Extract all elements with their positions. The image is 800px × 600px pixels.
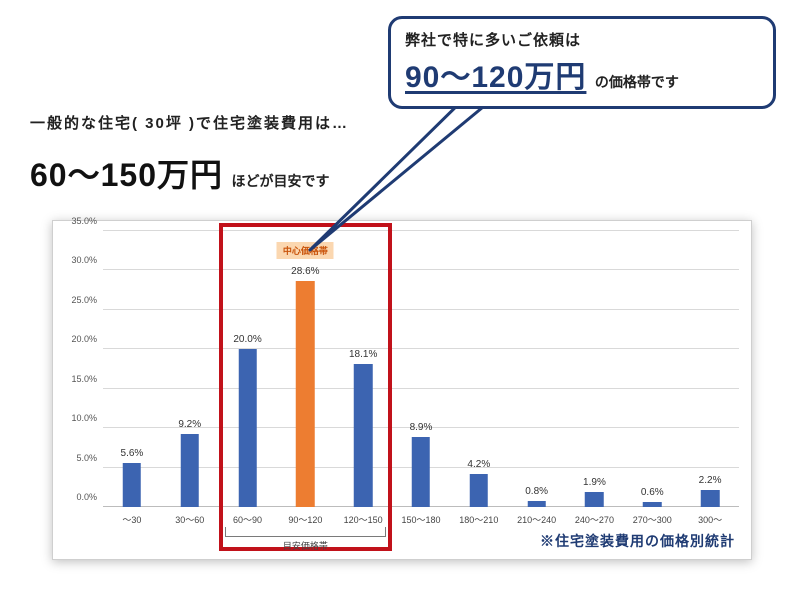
chart-bar (527, 501, 546, 507)
chart-footnote: ※住宅塗装費用の価格別統計 (540, 531, 735, 551)
chart-ytick-label: 35.0% (63, 216, 97, 226)
chart-bar (238, 349, 257, 507)
chart-bar-slot: 9.2%30〜60 (161, 231, 219, 507)
chart-panel: 0.0%5.0%10.0%15.0%20.0%25.0%30.0%35.0%5.… (52, 220, 752, 560)
chart-xtick-label: 210〜240 (517, 513, 556, 526)
chart-bar (180, 434, 199, 507)
chart-xtick-label: 30〜60 (175, 513, 204, 526)
page-root: 弊社で特に多いご依頼は 90〜120万円 の価格帯です 一般的な住宅( 30坪 … (0, 0, 800, 600)
chart-xtick-label: 270〜300 (633, 513, 672, 526)
chart-xtick-label: 〜30 (122, 513, 141, 526)
chart-ytick-label: 15.0% (63, 374, 97, 384)
callout-bubble: 弊社で特に多いご依頼は 90〜120万円 の価格帯です (388, 16, 776, 109)
chart-bracket (225, 527, 386, 537)
chart-ytick-label: 20.0% (63, 334, 97, 344)
chart-bar (296, 281, 315, 507)
chart-ytick-label: 10.0% (63, 413, 97, 423)
chart-ytick-label: 5.0% (63, 453, 97, 463)
chart-bar (701, 490, 720, 507)
chart-bar-value-label: 1.9% (583, 477, 606, 488)
chart-bar-value-label: 4.2% (467, 459, 490, 470)
chart-bar-slot: 8.9%150〜180 (392, 231, 450, 507)
callout-line2: 90〜120万円 の価格帯です (405, 52, 759, 96)
chart-bar-value-label: 0.6% (641, 487, 664, 498)
chart-bar-value-label: 2.2% (699, 475, 722, 486)
chart-bar-slot: 20.0%60〜90 (219, 231, 277, 507)
chart-bar-value-label: 5.6% (121, 448, 144, 459)
chart-bar-slot: 5.6%〜30 (103, 231, 161, 507)
chart-plot-area: 0.0%5.0%10.0%15.0%20.0%25.0%30.0%35.0%5.… (103, 231, 739, 507)
chart-bar-value-label: 0.8% (525, 486, 548, 497)
chart-xtick-label: 180〜210 (459, 513, 498, 526)
intro-emphasis: 60〜150万円 (30, 157, 223, 193)
chart-bar-slot: 1.9%240〜270 (566, 231, 624, 507)
chart-xtick-label: 90〜120 (288, 513, 322, 526)
chart-xtick-label: 120〜150 (344, 513, 383, 526)
chart-ytick-label: 25.0% (63, 295, 97, 305)
chart-ytick-label: 0.0% (63, 492, 97, 502)
chart-bracket-label: 目安価格帯 (283, 539, 328, 552)
chart-bar (412, 437, 431, 507)
chart-bar-slot: 18.1%120〜150 (334, 231, 392, 507)
chart-ytick-label: 30.0% (63, 255, 97, 265)
callout-line1: 弊社で特に多いご依頼は (405, 29, 759, 50)
intro-line1: 一般的な住宅( 30坪 )で住宅塗装費用は… (30, 112, 349, 133)
chart-bar-value-label: 8.9% (410, 422, 433, 433)
chart-center-band-label: 中心価格帯 (277, 242, 334, 259)
chart-xtick-label: 240〜270 (575, 513, 614, 526)
chart-bar-slot: 2.2%300〜 (681, 231, 739, 507)
callout-suffix: の価格帯です (595, 74, 679, 90)
chart-bar-value-label: 9.2% (178, 419, 201, 430)
chart-bar (470, 474, 489, 507)
chart-bar (585, 492, 604, 507)
chart-bar-value-label: 18.1% (349, 349, 377, 360)
chart-bar-slot: 4.2%180〜210 (450, 231, 508, 507)
chart-bar-value-label: 20.0% (233, 334, 261, 345)
chart-xtick-label: 60〜90 (233, 513, 262, 526)
intro-line2: 60〜150万円 ほどが目安です (30, 150, 329, 196)
intro-suffix: ほどが目安です (231, 173, 329, 189)
chart-xtick-label: 300〜 (698, 513, 722, 526)
chart-bar-slot: 0.8%210〜240 (508, 231, 566, 507)
callout-emphasis: 90〜120万円 (405, 61, 586, 94)
chart-bar-slot: 28.6%90〜120 (276, 231, 334, 507)
chart-xtick-label: 150〜180 (401, 513, 440, 526)
chart-bar (123, 463, 142, 507)
chart-bars-group: 5.6%〜309.2%30〜6020.0%60〜9028.6%90〜12018.… (103, 231, 739, 507)
chart-bar (643, 502, 662, 507)
chart-bar-slot: 0.6%270〜300 (623, 231, 681, 507)
chart-bar (354, 364, 373, 507)
chart-bar-value-label: 28.6% (291, 266, 319, 277)
